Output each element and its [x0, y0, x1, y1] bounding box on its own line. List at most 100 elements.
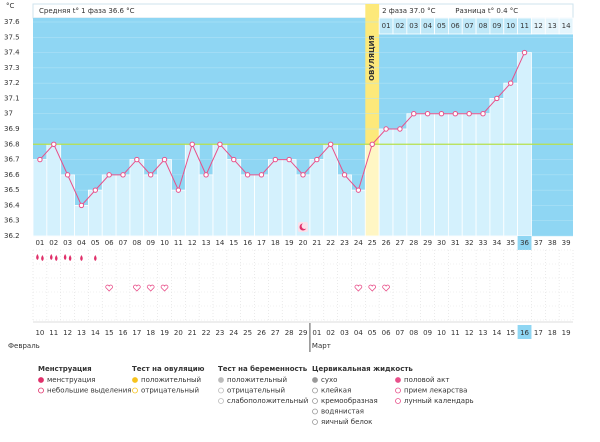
x-tick-label: 27 — [395, 239, 404, 247]
x-tick-label: 22 — [326, 239, 335, 247]
temperature-point — [494, 95, 500, 102]
temperature-point — [480, 111, 486, 117]
x-tick-label: 03 — [63, 239, 72, 247]
menstruation-drop — [36, 254, 39, 260]
x-tick-label: 39 — [562, 239, 571, 247]
y-tick-label: 36.9 — [4, 125, 20, 133]
date-label: 29 — [299, 329, 308, 337]
temperature-point — [314, 156, 320, 163]
temperature-point — [244, 172, 251, 178]
temperature-bar — [226, 159, 242, 237]
temperature-bar — [420, 113, 435, 237]
temperature-bar — [503, 82, 519, 237]
x-tick-label: 08 — [132, 239, 141, 247]
temperature-bar — [489, 98, 505, 237]
date-label: 10 — [437, 329, 446, 337]
temperature-bar — [475, 113, 491, 237]
temperature-point — [521, 49, 528, 56]
y-tick-label: 37.2 — [4, 79, 20, 87]
temperature-point — [175, 187, 182, 193]
temperature-point — [231, 156, 237, 163]
temperature-point — [189, 141, 195, 147]
legend-item: небольшие выделения — [47, 387, 132, 395]
phase1-average: Средняя t° 1 фаза 36.6 °C — [39, 7, 135, 15]
x-tick-label: 11 — [174, 239, 183, 247]
temperature-point — [397, 126, 403, 132]
temperature-point — [161, 156, 168, 163]
x-tick-label: 05 — [91, 239, 100, 247]
temperature-point — [203, 172, 209, 178]
date-label: 19 — [562, 329, 571, 337]
x-tick-label: 25 — [368, 239, 377, 247]
legend-icon — [218, 398, 224, 404]
temperature-bar — [254, 174, 269, 237]
y-tick-label: 36.6 — [4, 171, 20, 179]
y-tick-label: 37.4 — [4, 49, 20, 57]
x-tick-label: 23 — [340, 239, 349, 247]
x-tick-label: 31 — [451, 239, 460, 247]
date-label: 13 — [77, 329, 86, 337]
date-label: 15 — [506, 329, 515, 337]
legend-icon — [132, 377, 138, 383]
menstruation-drop — [63, 254, 67, 260]
date-label: 22 — [202, 329, 211, 337]
legend-item: положительный — [227, 376, 287, 384]
x-tick-label: 26 — [382, 239, 391, 247]
y-tick-label: 36.3 — [4, 217, 20, 225]
temperature-bar — [115, 174, 131, 237]
x-tick-label: 38 — [548, 239, 557, 247]
temperature-bar — [184, 143, 200, 237]
x-tick-label: 28 — [409, 239, 418, 247]
intercourse-heart — [368, 284, 377, 292]
y-tick-label: 37 — [4, 110, 13, 118]
legend-icon — [312, 408, 318, 415]
x-tick-label: 16 — [243, 239, 252, 247]
x-tick-label: 32 — [465, 239, 474, 247]
legend-icon — [38, 387, 44, 394]
x-tick-label: 04 — [77, 239, 86, 247]
x-tick-label: 13 — [202, 239, 211, 247]
x-tick-label: 01 — [35, 239, 44, 247]
menstruation-drop — [54, 255, 58, 261]
date-label: 18 — [548, 329, 557, 337]
x-tick-label: 02 — [49, 239, 58, 247]
y-tick-label: 36.2 — [4, 232, 20, 240]
x-tick-label: 19 — [285, 239, 294, 247]
x-tick-label: 15 — [229, 239, 238, 247]
temperature-bar — [240, 174, 255, 237]
temperature-point — [424, 111, 431, 117]
x-tick-label: 10 — [160, 239, 169, 247]
temperature-bar — [74, 205, 89, 237]
temperature-bar — [461, 113, 477, 237]
intercourse-heart — [133, 284, 141, 292]
date-label: 16 — [520, 329, 529, 337]
legend-icon — [312, 387, 318, 394]
y-tick-label: 37.1 — [4, 94, 20, 102]
date-label: 04 — [354, 329, 363, 337]
temperature-bar — [171, 189, 186, 237]
x-tick-label: 09 — [146, 239, 155, 247]
temperature-point — [134, 156, 140, 163]
temperature-bar — [337, 174, 352, 237]
phase2-day: 09 — [492, 22, 501, 30]
temperature-bar — [129, 159, 145, 237]
phase2-day-cell — [558, 17, 574, 35]
phase2-day: 08 — [479, 22, 488, 30]
temperature-difference: Разница t° 0.4 °C — [455, 7, 518, 15]
temperature-bar — [212, 143, 228, 237]
month-label: Март — [312, 342, 331, 350]
x-tick-label: 34 — [492, 239, 501, 247]
y-tick-label: 36.5 — [4, 186, 20, 194]
today-label-bg — [517, 236, 532, 250]
temperature-point — [507, 80, 514, 86]
today-date-bg — [517, 325, 532, 339]
temperature-bar — [87, 189, 103, 237]
temperature-point — [106, 172, 112, 178]
date-label: 14 — [492, 329, 501, 337]
temperature-bar — [323, 143, 339, 237]
temperature-bar — [281, 159, 297, 237]
date-label: 15 — [105, 329, 114, 337]
intercourse-heart — [160, 284, 169, 292]
legend-icon — [395, 387, 401, 394]
x-tick-label: 33 — [479, 239, 488, 247]
